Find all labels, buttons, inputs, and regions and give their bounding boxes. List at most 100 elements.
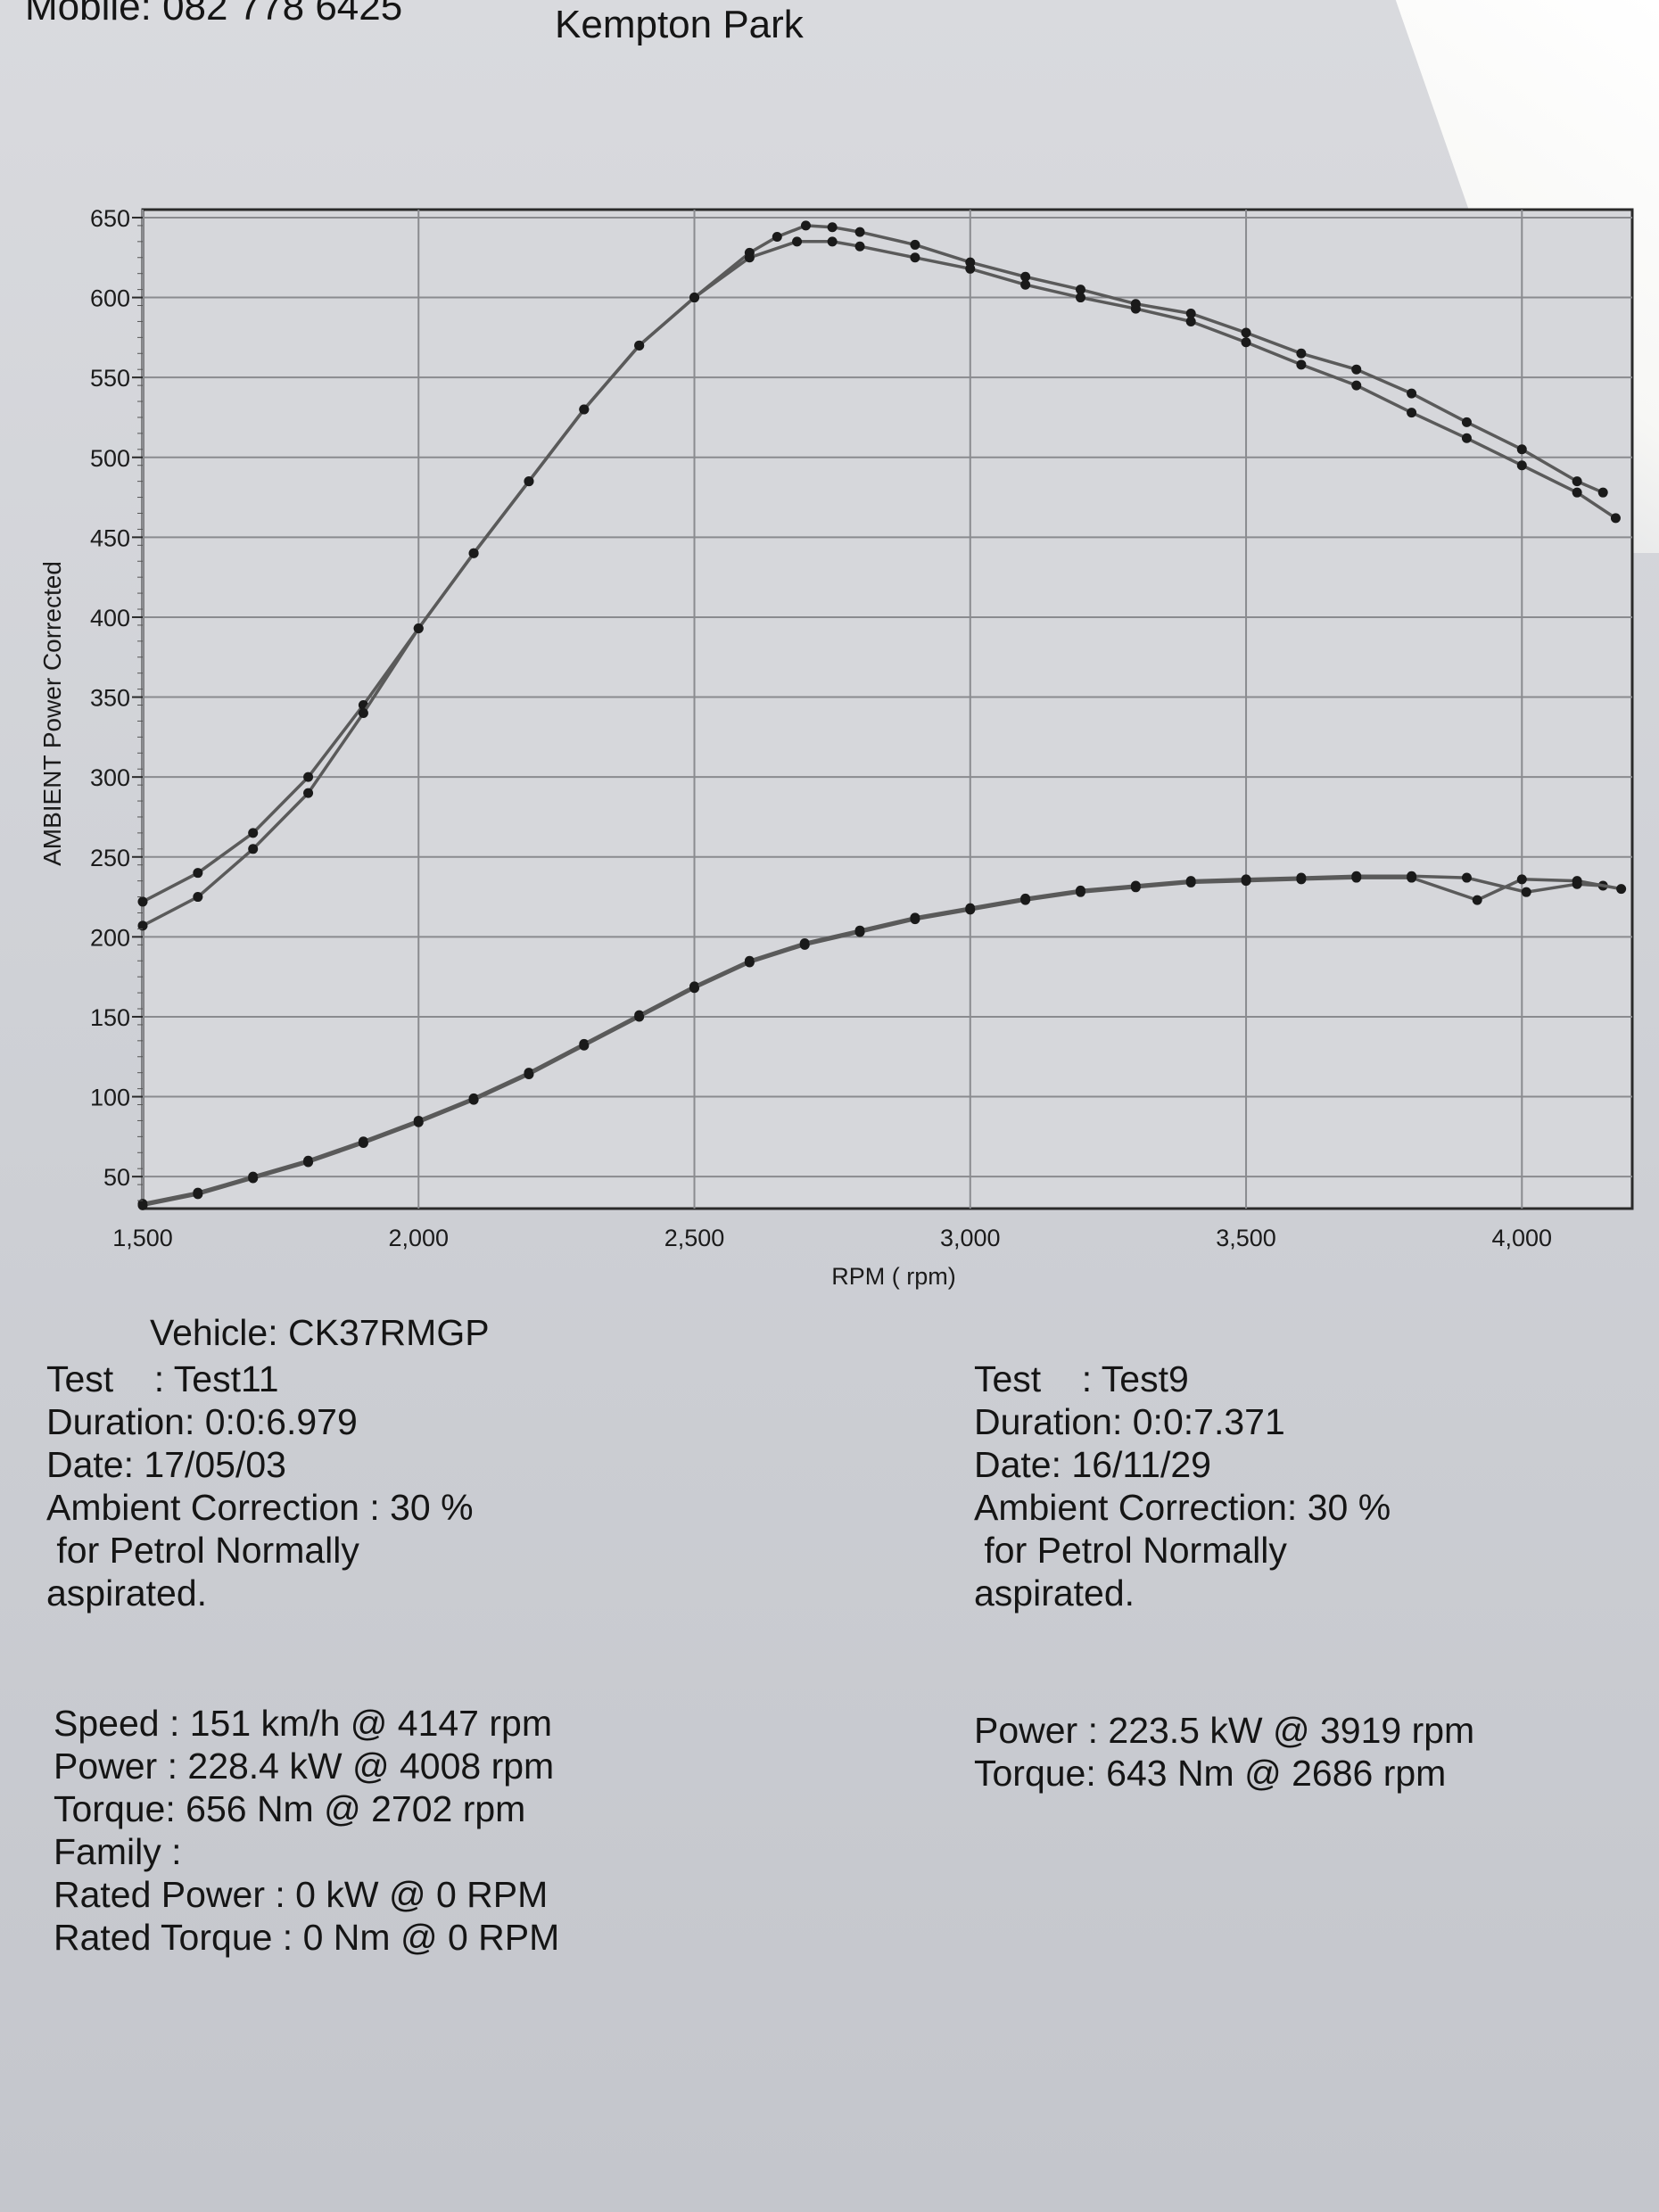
data-point: [193, 868, 203, 879]
data-point: [1407, 408, 1417, 418]
data-point: [413, 1117, 424, 1127]
data-point: [1516, 874, 1527, 885]
data-point: [1461, 417, 1472, 427]
data-point: [248, 828, 259, 838]
y-axis-label: AMBIENT Power Corrected: [38, 561, 66, 866]
data-point: [413, 623, 424, 634]
y-tick-label: 150: [90, 1004, 130, 1031]
header-location: Kempton Park: [555, 3, 804, 46]
data-point: [689, 293, 700, 303]
y-tick-label: 450: [90, 524, 130, 551]
left-date: Date: 17/05/03: [46, 1444, 286, 1485]
data-point: [1572, 487, 1582, 498]
right-torque-result: Torque: 643 Nm @ 2686 rpm: [974, 1753, 1447, 1794]
data-point: [1461, 872, 1472, 883]
data-point: [303, 788, 314, 798]
data-point: [193, 1189, 203, 1200]
data-point: [1521, 887, 1531, 897]
data-point: [1075, 285, 1085, 295]
data-point: [1351, 364, 1362, 375]
data-point: [1241, 337, 1251, 348]
data-point: [248, 844, 259, 854]
data-point: [1241, 327, 1251, 338]
left-family: Family :: [54, 1831, 182, 1872]
data-point: [854, 927, 865, 937]
y-tick-label: 50: [103, 1164, 130, 1191]
x-tick-label: 2,500: [664, 1225, 725, 1251]
data-point: [137, 920, 148, 931]
data-point: [468, 1094, 479, 1105]
data-point: [1185, 316, 1196, 326]
x-tick-label: 2,000: [388, 1225, 449, 1251]
data-point: [634, 1011, 645, 1022]
data-point: [1461, 433, 1472, 443]
data-point: [358, 707, 368, 718]
data-point: [634, 340, 645, 351]
data-point: [137, 1200, 148, 1210]
data-point: [303, 772, 314, 782]
data-point: [1351, 380, 1362, 391]
data-point: [1407, 388, 1417, 399]
y-tick-label: 100: [90, 1085, 130, 1111]
header-mobile: Mobile: 082 778 6425: [25, 0, 403, 29]
data-point: [772, 231, 782, 242]
data-point: [792, 236, 803, 247]
data-point: [193, 892, 203, 903]
data-point: [137, 896, 148, 907]
left-rated-torque: Rated Torque : 0 Nm @ 0 RPM: [54, 1917, 560, 1958]
data-point: [1296, 359, 1307, 370]
left-power-result: Power : 228.4 kW @ 4008 rpm: [54, 1746, 555, 1787]
data-point: [1185, 877, 1196, 887]
data-point: [1020, 271, 1031, 282]
data-point: [1351, 872, 1362, 883]
data-point: [248, 1173, 259, 1184]
data-point: [1572, 476, 1582, 487]
y-tick-label: 250: [90, 845, 130, 871]
data-point: [579, 1040, 590, 1051]
data-point: [1516, 444, 1527, 455]
data-point: [910, 252, 920, 263]
dyno-chart: 1,500 2,000 2,500 3,000 3,500 4,000 50 100 150 20…: [38, 205, 1634, 1290]
data-point: [1075, 887, 1085, 897]
data-point: [303, 1157, 314, 1168]
left-rated-power: Rated Power : 0 kW @ 0 RPM: [54, 1874, 549, 1915]
data-point: [1610, 513, 1621, 524]
vehicle-label: Vehicle: CK37RMGP: [150, 1312, 490, 1353]
data-point: [1572, 876, 1582, 887]
data-point: [1130, 303, 1141, 314]
data-point: [1472, 895, 1482, 905]
right-fuel-note: for Petrol Normally: [974, 1530, 1287, 1571]
y-tick-label: 650: [90, 205, 130, 232]
data-point: [965, 263, 976, 274]
y-tick-label: 200: [90, 924, 130, 951]
data-point: [1296, 874, 1307, 885]
data-point: [1020, 279, 1031, 290]
data-point: [358, 1138, 368, 1149]
right-ambient-correction: Ambient Correction: 30 %: [974, 1487, 1391, 1528]
chart-grid: [141, 208, 1634, 1210]
right-duration: Duration: 0:0:7.371: [974, 1401, 1285, 1442]
x-tick-label: 3,500: [1216, 1225, 1276, 1251]
y-tick-label: 350: [90, 685, 130, 712]
x-axis-label: RPM ( rpm): [831, 1263, 955, 1290]
x-tick-label: 4,000: [1492, 1225, 1553, 1251]
data-point: [965, 904, 976, 915]
data-point: [524, 1069, 534, 1079]
data-point: [744, 252, 755, 263]
data-point: [854, 241, 865, 252]
left-fuel-note: for Petrol Normally: [46, 1530, 359, 1571]
left-duration: Duration: 0:0:6.979: [46, 1401, 358, 1442]
x-tick-label: 1,500: [112, 1225, 173, 1251]
data-point: [1516, 460, 1527, 471]
left-torque-result: Torque: 656 Nm @ 2702 rpm: [54, 1788, 526, 1829]
left-test-name: Test : Test11: [46, 1358, 279, 1399]
data-point: [854, 227, 865, 237]
data-point: [1075, 293, 1085, 303]
data-point: [689, 983, 700, 994]
data-point: [799, 939, 810, 950]
data-point: [800, 220, 811, 231]
right-aspiration: aspirated.: [974, 1572, 1135, 1614]
y-tick-label: 300: [90, 764, 130, 791]
data-point: [1130, 882, 1141, 893]
right-date: Date: 16/11/29: [974, 1444, 1211, 1485]
